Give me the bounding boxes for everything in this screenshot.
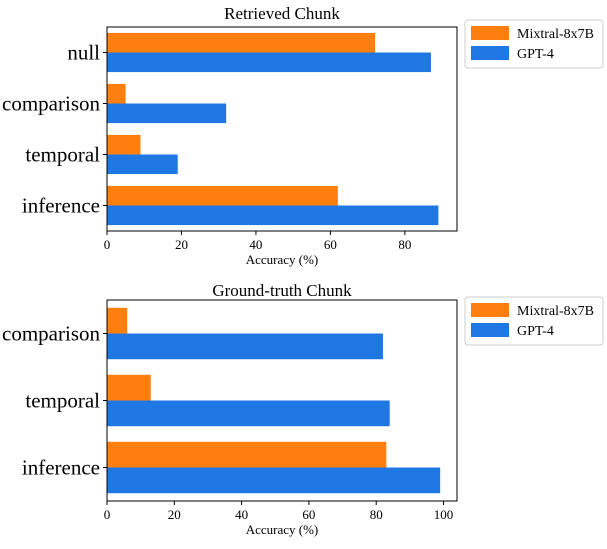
y-tick-label: comparison	[2, 92, 100, 116]
legend-swatch	[471, 26, 509, 40]
legend-label: GPT-4	[517, 324, 554, 339]
y-tick-label: inference	[22, 194, 100, 218]
legend-label: Mixtral-8x7B	[517, 27, 594, 42]
bar-gpt-4-temporal	[107, 400, 390, 427]
x-axis-label: Accuracy (%)	[246, 252, 319, 267]
x-tick-label: 60	[324, 237, 337, 252]
x-tick-label: 60	[302, 507, 315, 522]
legend-swatch	[471, 323, 509, 337]
bar-gpt-4-inference	[107, 467, 441, 494]
bar-gpt-4-comparison	[107, 333, 383, 360]
x-tick-label: 20	[168, 507, 181, 522]
chart-title: Ground-truth Chunk	[212, 281, 352, 300]
bar-mixtral-8x7b-comparison	[107, 83, 126, 104]
x-axis-label: Accuracy (%)	[246, 522, 319, 537]
x-tick-label: 80	[370, 507, 383, 522]
legend-label: GPT-4	[517, 47, 554, 62]
bar-gpt-4-null	[107, 52, 431, 73]
y-tick-label: temporal	[25, 143, 100, 167]
x-tick-label: 40	[235, 507, 248, 522]
bar-mixtral-8x7b-comparison	[107, 307, 128, 334]
plot-frame	[106, 26, 458, 232]
bar-mixtral-8x7b-temporal	[107, 374, 151, 401]
bar-mixtral-8x7b-inference	[107, 441, 387, 468]
y-tick-label: inference	[22, 456, 100, 480]
bar-gpt-4-temporal	[107, 154, 178, 175]
bar-mixtral-8x7b-null	[107, 32, 376, 53]
x-tick-label: 0	[104, 507, 111, 522]
chart-title: Retrieved Chunk	[224, 4, 340, 23]
x-tick-label: 100	[434, 507, 454, 522]
y-tick-label: temporal	[25, 389, 100, 413]
x-tick-label: 80	[398, 237, 411, 252]
bar-gpt-4-comparison	[107, 103, 227, 124]
chart-panel-1: Retrieved Chunk null comparison temporal inf…	[2, 4, 604, 267]
x-tick-label: 20	[175, 237, 188, 252]
legend-swatch	[471, 303, 509, 317]
bar-mixtral-8x7b-temporal	[107, 134, 141, 155]
legend: Mixtral-8x7B GPT-4	[464, 296, 604, 346]
y-tick-label: comparison	[2, 322, 100, 346]
x-tick-label: 40	[249, 237, 262, 252]
x-tick-label: 0	[104, 237, 111, 252]
y-tick-label: null	[67, 41, 100, 65]
legend-swatch	[471, 46, 509, 60]
bar-mixtral-8x7b-inference	[107, 185, 338, 206]
plot-frame	[106, 299, 458, 502]
chart-panel-2: Ground-truth Chunk comparison temporal infe…	[2, 281, 604, 537]
bar-gpt-4-inference	[107, 205, 439, 226]
legend-label: Mixtral-8x7B	[517, 304, 594, 319]
legend: Mixtral-8x7B GPT-4	[464, 19, 604, 69]
